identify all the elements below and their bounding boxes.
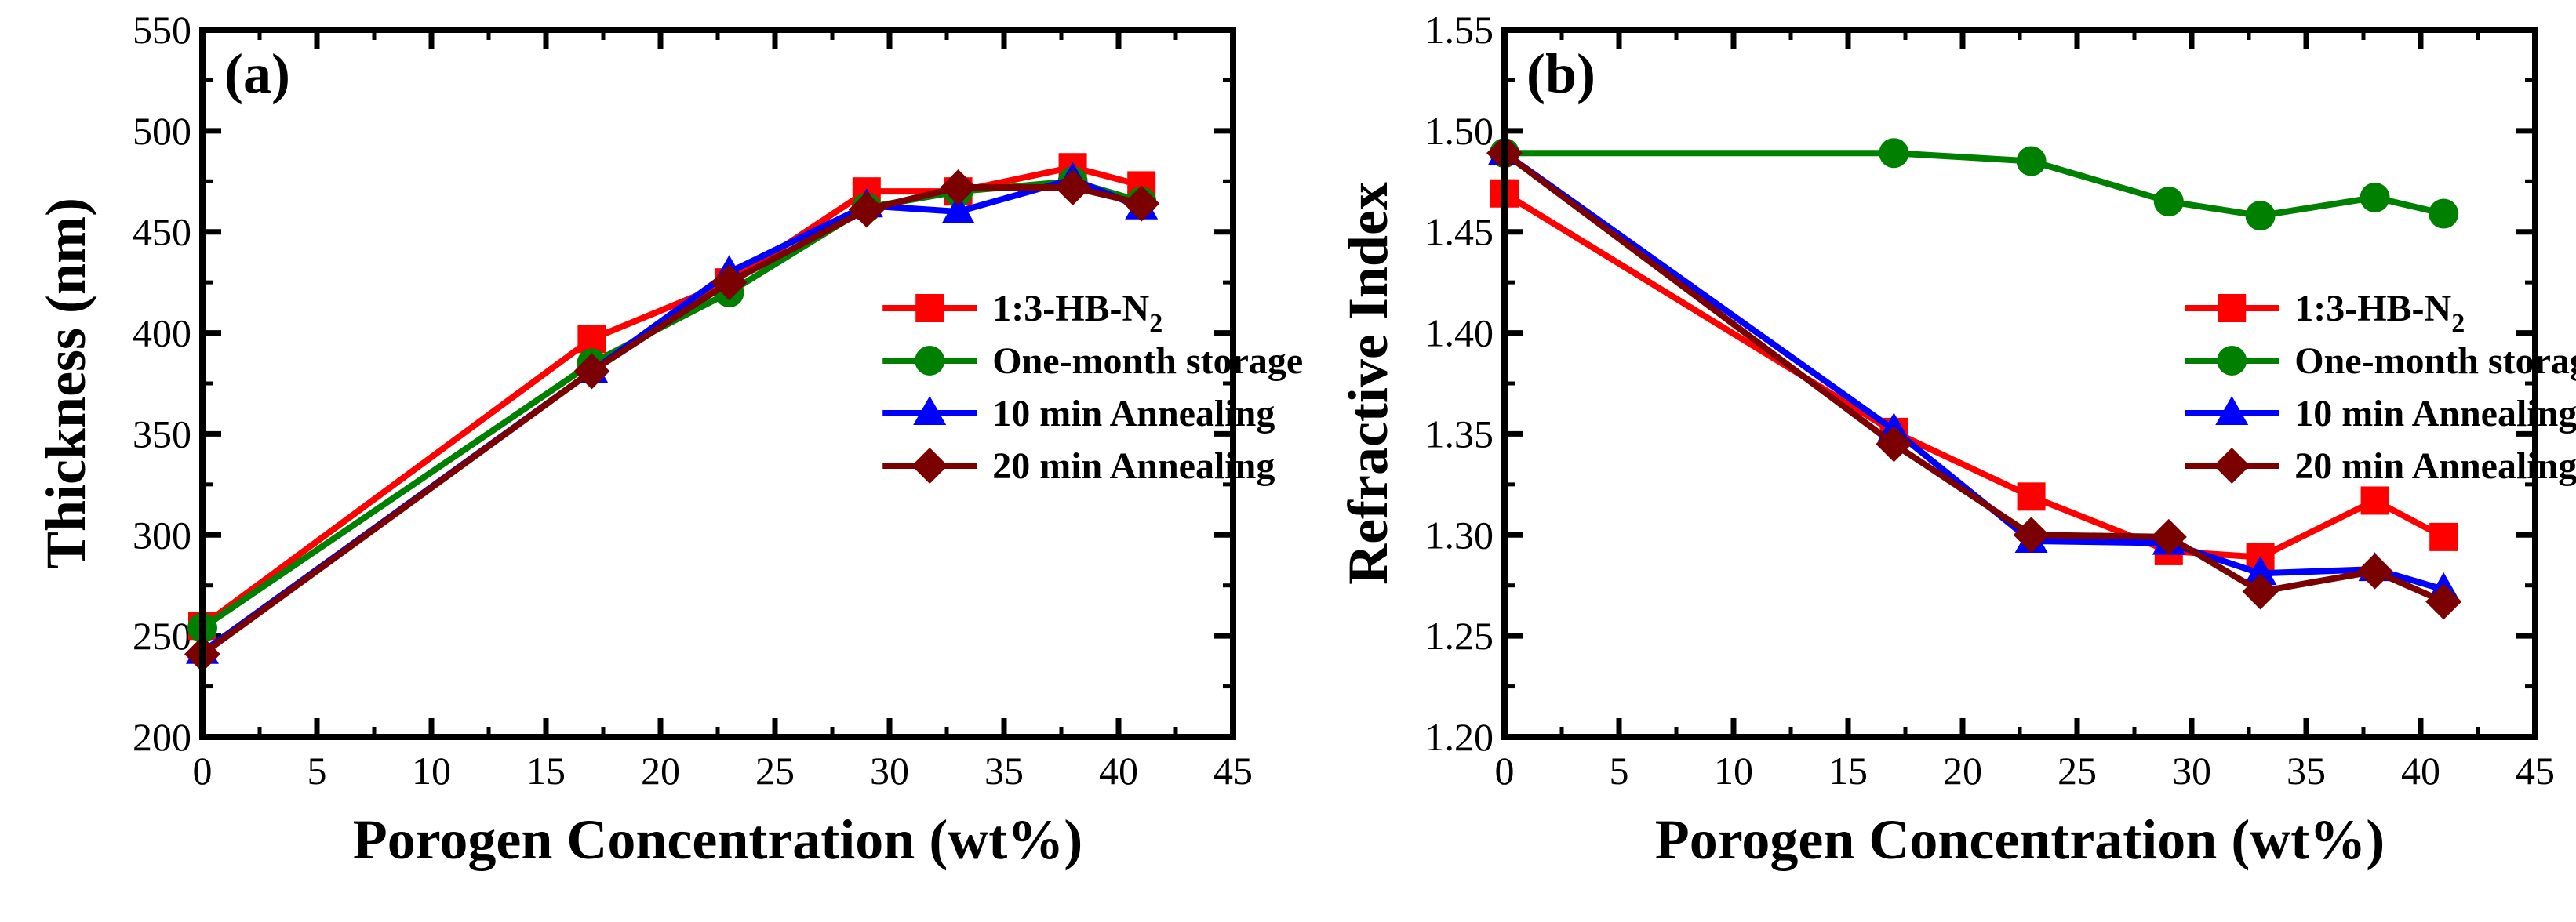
legend-label: One-month storage <box>992 340 1303 382</box>
x-tick-label: 0 <box>193 749 213 793</box>
y-tick-label: 550 <box>133 8 191 52</box>
x-tick-label: 25 <box>755 749 795 793</box>
x-tick-label: 45 <box>1213 749 1253 793</box>
data-point <box>2429 522 2458 551</box>
x-tick-label: 20 <box>1943 749 1982 793</box>
x-tick-label: 35 <box>2287 749 2326 793</box>
legend-marker <box>2214 448 2250 484</box>
y-axis-label: Refractive Index <box>1337 182 1399 585</box>
x-axis-label: Porogen Concentration (wt%) <box>1655 808 2385 871</box>
series-one-month-storage <box>1490 138 2459 231</box>
x-tick-label: 25 <box>2058 749 2097 793</box>
data-point <box>848 191 885 228</box>
x-tick-label: 5 <box>1610 749 1629 793</box>
legend-entry: 20 min Annealing <box>2185 445 2576 487</box>
legend-label: 20 min Annealing <box>2294 445 2576 487</box>
legend-marker <box>913 396 947 425</box>
x-tick-label: 15 <box>526 749 566 793</box>
data-point <box>2153 187 2184 217</box>
y-tick-label: 1.20 <box>1425 715 1494 759</box>
data-point <box>2429 198 2459 229</box>
data-point <box>940 169 977 206</box>
x-tick-label: 10 <box>1714 749 1753 793</box>
y-tick-label: 1.30 <box>1425 513 1494 557</box>
data-point <box>2017 482 2046 511</box>
panel-label: (a) <box>224 42 290 105</box>
x-tick-label: 35 <box>984 749 1024 793</box>
legend-entry: 1:3-HB-N2 <box>2185 288 2465 338</box>
legend-entry: 20 min Annealing <box>882 445 1275 487</box>
legend-entry: 10 min Annealing <box>882 393 1275 434</box>
data-point <box>2243 556 2277 586</box>
legend-marker <box>911 448 948 484</box>
legend-entry: One-month storage <box>2185 340 2576 382</box>
data-point <box>2242 573 2279 610</box>
x-tick-label: 45 <box>2516 749 2555 793</box>
y-tick-label: 200 <box>133 715 191 759</box>
data-point <box>2360 182 2390 212</box>
plot-frame <box>1501 27 2538 740</box>
legend-marker <box>2218 294 2247 322</box>
legend-label: 20 min Annealing <box>992 445 1275 487</box>
data-point <box>2245 201 2276 231</box>
data-point <box>2360 486 2389 515</box>
data-point <box>2356 553 2393 590</box>
legend-entry: 10 min Annealing <box>2185 393 2576 434</box>
data-point <box>1054 169 1091 206</box>
series-line <box>1504 150 2445 220</box>
legend-marker <box>915 346 945 376</box>
y-tick-label: 250 <box>133 614 191 658</box>
y-tick-label: 1.50 <box>1425 109 1494 153</box>
legend-marker <box>2217 346 2247 376</box>
legend-label: 1:3-HB-N2 <box>2294 288 2465 338</box>
x-axis-label: Porogen Concentration (wt%) <box>353 808 1083 871</box>
legend-label: 10 min Annealing <box>992 393 1275 434</box>
data-point <box>2013 517 2050 554</box>
y-tick-label: 1.25 <box>1425 614 1494 658</box>
legend-entry: One-month storage <box>882 340 1303 382</box>
y-tick-label: 500 <box>133 109 191 153</box>
y-tick-label: 400 <box>133 311 191 355</box>
data-point <box>2425 583 2462 620</box>
data-point <box>1123 185 1160 222</box>
data-point <box>711 264 748 301</box>
y-tick-label: 1.55 <box>1425 8 1494 52</box>
legend-marker <box>2215 396 2249 425</box>
x-tick-label: 30 <box>2172 749 2211 793</box>
y-tick-label: 1.45 <box>1425 210 1494 254</box>
legend-label: One-month storage <box>2294 340 2576 382</box>
plot-frame <box>199 27 1236 740</box>
y-tick-label: 450 <box>133 210 191 254</box>
y-axis-label: Thickness (nm) <box>35 198 97 569</box>
x-tick-label: 5 <box>307 749 327 793</box>
x-tick-label: 10 <box>412 749 451 793</box>
x-tick-label: 0 <box>1495 749 1515 793</box>
y-tick-label: 350 <box>133 412 191 456</box>
data-point <box>1876 426 1912 463</box>
legend-entry: 1:3-HB-N2 <box>882 288 1162 338</box>
y-tick-label: 1.40 <box>1425 311 1494 355</box>
data-point <box>1879 138 1909 169</box>
y-tick-label: 1.35 <box>1425 412 1494 456</box>
data-point <box>2016 146 2047 176</box>
legend-label: 10 min Annealing <box>2294 393 2576 434</box>
panel-a-thickness: 0 5 10 15 20 25 30 35 40 45 200 250 300 350 400 450 500 5… <box>35 8 1303 871</box>
legend-label: 1:3-HB-N2 <box>992 288 1162 338</box>
panel-label: (b) <box>1526 42 1595 105</box>
panel-b-refractive-index: 0 5 10 15 20 25 30 35 40 45 1.20 1.25 1.30 1.35 1.40 1.… <box>1337 8 2576 871</box>
data-point <box>2150 518 2187 555</box>
x-tick-label: 20 <box>641 749 680 793</box>
x-tick-label: 30 <box>870 749 909 793</box>
x-tick-label: 40 <box>2401 749 2440 793</box>
data-point <box>941 194 975 223</box>
legend-marker <box>915 294 944 322</box>
x-tick-label: 15 <box>1828 749 1868 793</box>
data-point <box>573 353 610 390</box>
y-tick-label: 300 <box>133 513 191 557</box>
x-tick-label: 40 <box>1099 749 1138 793</box>
